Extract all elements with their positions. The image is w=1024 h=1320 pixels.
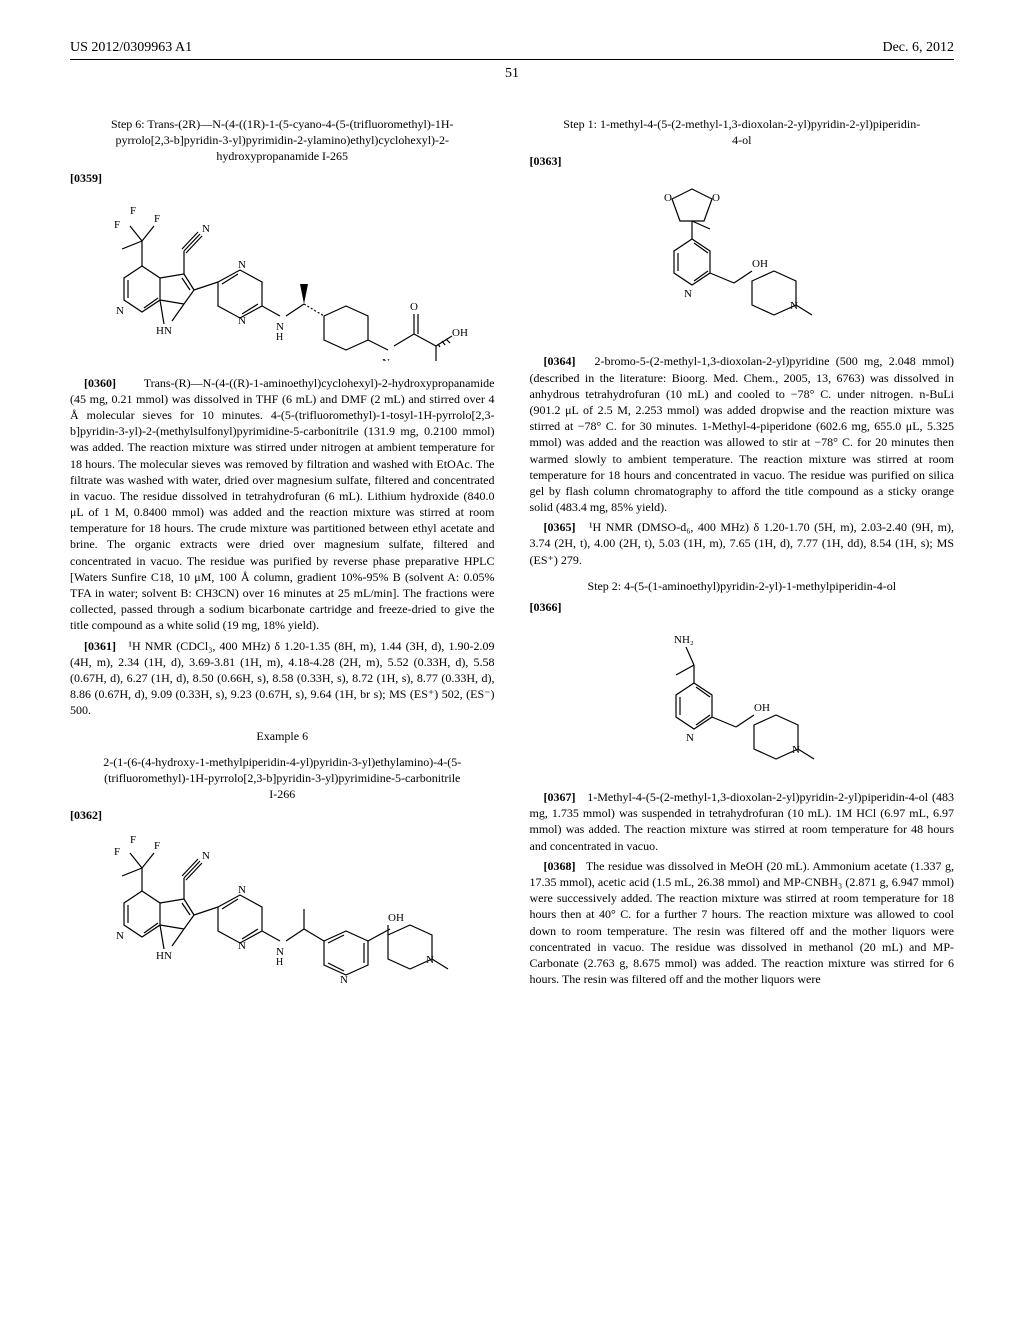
atom-label: N <box>340 974 348 983</box>
paragraph-ref: [0364] <box>544 354 576 368</box>
atom-label: OH <box>452 327 468 339</box>
paragraph-text: The residue was dissolved in MeOH (20 mL… <box>530 859 955 986</box>
atom-label: H <box>276 332 283 343</box>
page-number: 51 <box>70 66 954 82</box>
atom-label: O <box>410 301 418 313</box>
atom-label: N <box>116 305 124 317</box>
atom-label: N <box>684 288 692 300</box>
atom-label: NH₂ <box>674 634 694 646</box>
paragraph-text: ¹H NMR (DMSO-d₆, 400 MHz) δ 1.20-1.70 (5… <box>530 520 955 566</box>
atom-label: N <box>238 315 246 327</box>
atom-label: F <box>114 846 120 858</box>
atom-label: N <box>238 884 246 896</box>
atom-label: HN <box>156 325 172 337</box>
paragraph-ref: [0360] <box>84 376 116 390</box>
chem-structure: O O N OH <box>530 179 955 339</box>
chem-structure: F F F N HN <box>70 833 495 983</box>
atom-label: N <box>116 930 124 942</box>
paragraph-text: 1-Methyl-4-(5-(2-methyl-1,3-dioxolan-2-y… <box>530 790 955 853</box>
atom-label: N <box>202 223 210 235</box>
atom-label: H <box>276 957 283 968</box>
paragraph: [0364] 2-bromo-5-(2-methyl-1,3-dioxolan-… <box>530 353 955 515</box>
step-title: Step 1: 1-methyl-4-(5-(2-methyl-1,3-diox… <box>560 116 925 148</box>
left-column: Step 6: Trans-(2R)—N-(4-((1R)-1-(5-cyano… <box>70 106 495 997</box>
paragraph-ref: [0362] <box>70 808 102 822</box>
atom-label: OH <box>752 258 768 270</box>
atom-label: N <box>238 259 246 271</box>
atom-label: OH <box>388 912 404 924</box>
patent-number: US 2012/0309963 A1 <box>70 40 192 56</box>
paragraph: [0367] 1-Methyl-4-(5-(2-methyl-1,3-dioxo… <box>530 789 955 854</box>
example-title: 2-(1-(6-(4-hydroxy-1-methylpiperidin-4-y… <box>100 754 465 803</box>
atom-label: HN <box>156 950 172 962</box>
atom-label: F <box>154 213 160 225</box>
chem-structure: F F F N H <box>70 196 495 361</box>
paragraph-ref: [0359] <box>70 171 102 185</box>
paragraph-ref: [0367] <box>544 790 576 804</box>
step-title: Step 2: 4-(5-(1-aminoethyl)pyridin-2-yl)… <box>560 578 925 594</box>
paragraph: [0365] ¹H NMR (DMSO-d₆, 400 MHz) δ 1.20-… <box>530 519 955 568</box>
atom-label: N <box>238 940 246 952</box>
paragraph-ref: [0365] <box>544 520 576 534</box>
atom-label: O <box>712 192 720 204</box>
atom-label: F <box>114 219 120 231</box>
example-label: Example 6 <box>70 729 495 744</box>
paragraph-text: ¹H NMR (CDCl₃, 400 MHz) δ 1.20-1.35 (8H,… <box>70 639 495 718</box>
patent-date: Dec. 6, 2012 <box>882 40 954 56</box>
page: US 2012/0309963 A1 Dec. 6, 2012 51 Step … <box>0 0 1024 1037</box>
atom-label: N <box>382 357 390 361</box>
paragraph: [0368] The residue was dissolved in MeOH… <box>530 858 955 988</box>
paragraph: [0361] ¹H NMR (CDCl₃, 400 MHz) δ 1.20-1.… <box>70 638 495 719</box>
right-column: Step 1: 1-methyl-4-(5-(2-methyl-1,3-diox… <box>530 106 955 997</box>
step-title: Step 6: Trans-(2R)—N-(4-((1R)-1-(5-cyano… <box>100 116 465 165</box>
atom-label: N <box>202 850 210 862</box>
paragraph-ref: [0366] <box>530 600 562 614</box>
atom-label: F <box>130 834 136 846</box>
chem-structure: NH₂ N OH <box>530 625 955 775</box>
columns: Step 6: Trans-(2R)—N-(4-((1R)-1-(5-cyano… <box>70 106 954 997</box>
paragraph-text: 2-bromo-5-(2-methyl-1,3-dioxolan-2-yl)py… <box>530 354 955 514</box>
atom-label: N <box>686 732 694 744</box>
atom-label: O <box>664 192 672 204</box>
paragraph: [0360] Trans-(R)—N-(4-((R)-1-aminoethyl)… <box>70 375 495 634</box>
page-header: US 2012/0309963 A1 Dec. 6, 2012 <box>70 40 954 60</box>
paragraph-ref: [0368] <box>544 859 576 873</box>
atom-label: F <box>154 840 160 852</box>
atom-label: F <box>130 205 136 217</box>
paragraph-ref: [0363] <box>530 154 562 168</box>
paragraph-text: Trans-(R)—N-(4-((R)-1-aminoethyl)cyclohe… <box>70 376 495 633</box>
atom-label: OH <box>754 702 770 714</box>
paragraph-ref: [0361] <box>84 639 116 653</box>
